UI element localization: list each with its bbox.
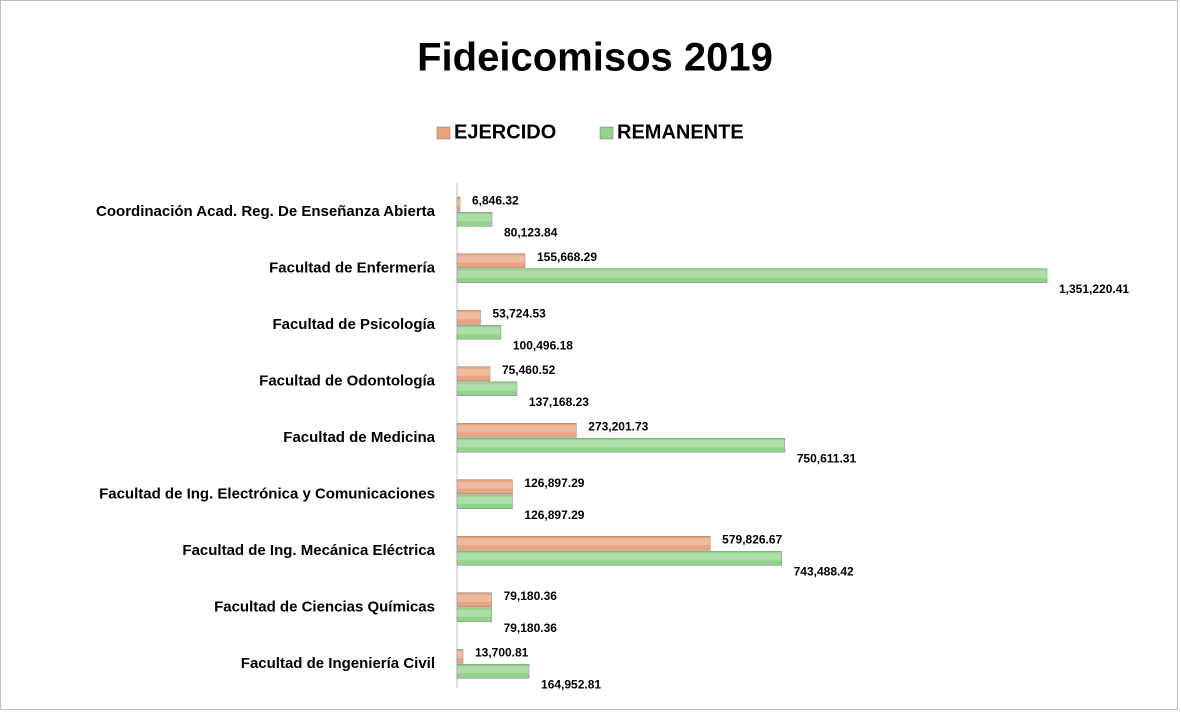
y-tick-label: Facultad de Ciencias Químicas <box>214 599 435 616</box>
bar-bevel <box>457 312 481 320</box>
bar <box>456 366 491 382</box>
bar <box>456 381 518 397</box>
data-label: 6,846.32 <box>472 193 519 207</box>
bar <box>456 535 711 551</box>
data-label: 100,496.18 <box>513 338 573 352</box>
y-tick-label: Facultad de Ingeniería Civil <box>241 655 435 672</box>
data-label: 743,488.42 <box>794 564 854 578</box>
bar <box>456 309 481 325</box>
bar <box>456 494 513 510</box>
data-label: 579,826.67 <box>722 532 782 546</box>
legend-label: REMANENTE <box>617 121 744 143</box>
bar <box>456 324 502 340</box>
data-label: 79,180.36 <box>504 589 558 603</box>
bar-bevel <box>457 609 492 617</box>
chart-title: Fideicomisos 2019 <box>417 36 773 80</box>
bar-bevel <box>457 383 517 391</box>
legend-swatch <box>599 126 614 140</box>
bar <box>456 592 492 608</box>
bar <box>456 550 782 566</box>
bar <box>456 607 492 623</box>
bar-bevel <box>457 481 513 489</box>
y-tick-label: Coordinación Acad. Reg. De Enseñanza Abi… <box>96 203 436 220</box>
data-label: 155,668.29 <box>537 250 597 264</box>
data-label: 1,351,220.41 <box>1059 282 1129 296</box>
bar-bevel <box>457 651 463 659</box>
bar-bevel <box>457 553 782 561</box>
data-label: 75,460.52 <box>502 363 556 377</box>
bar-bevel <box>457 199 460 207</box>
bar-bevel <box>457 368 490 376</box>
y-tick-label: Facultad de Odontología <box>259 373 435 390</box>
bar-bevel <box>457 538 711 546</box>
bar <box>456 268 1048 284</box>
data-label: 53,724.53 <box>492 306 546 320</box>
legend-label: EJERCIDO <box>454 121 556 143</box>
bar <box>456 253 526 269</box>
bar <box>456 211 493 227</box>
bar-bevel <box>457 270 1047 278</box>
bar-bevel <box>457 496 513 504</box>
bar-bevel <box>457 214 492 222</box>
bar-bevel <box>457 425 577 433</box>
y-tick-label: Facultad de Ing. Mecánica Eléctrica <box>182 542 435 559</box>
data-label: 13,700.81 <box>475 645 529 659</box>
bar-bevel <box>457 255 525 263</box>
data-label: 164,952.81 <box>541 677 601 691</box>
data-label: 750,611.31 <box>797 451 857 465</box>
y-tick-label: Facultad de Psicología <box>272 316 435 333</box>
bar-bevel <box>457 440 785 448</box>
y-tick-label: Facultad de Enfermería <box>269 260 436 277</box>
data-label: 79,180.36 <box>504 621 558 635</box>
data-label: 80,123.84 <box>504 225 558 239</box>
y-tick-label: Facultad de Ing. Electrónica y Comunicac… <box>99 486 435 503</box>
y-tick-label: Facultad de Medicina <box>283 429 435 446</box>
bar-bevel <box>457 327 501 335</box>
bar <box>456 663 530 679</box>
bar <box>456 196 461 212</box>
bar <box>456 479 513 495</box>
data-label: 137,168.23 <box>529 395 589 409</box>
bar-bevel <box>457 666 530 674</box>
bar <box>456 437 786 453</box>
bar <box>456 648 464 664</box>
bar <box>456 422 577 438</box>
data-label: 126,897.29 <box>524 508 584 522</box>
bar-bevel <box>457 594 492 602</box>
data-label: 126,897.29 <box>524 476 584 490</box>
data-label: 273,201.73 <box>588 419 648 433</box>
legend-swatch <box>436 126 451 140</box>
